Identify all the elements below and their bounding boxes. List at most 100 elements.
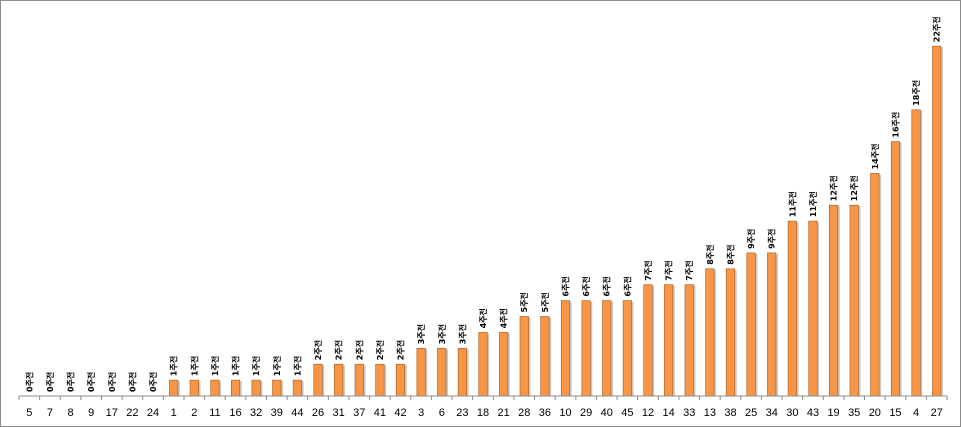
data-label: 6주전	[581, 276, 591, 296]
x-tick-label: 43	[807, 407, 819, 419]
x-tick-label: 24	[147, 407, 159, 419]
bar	[746, 252, 756, 397]
data-label: 3주전	[457, 324, 467, 344]
bar	[230, 379, 241, 397]
x-tick-label: 45	[621, 407, 633, 419]
data-label: 0주전	[107, 372, 117, 392]
x-tick-label: 11	[209, 407, 220, 419]
data-label: 0주전	[148, 372, 158, 392]
bar	[334, 363, 344, 397]
x-tick-label: 29	[580, 407, 592, 419]
data-label: 2주전	[375, 340, 385, 360]
x-tick-label: 32	[250, 407, 262, 419]
bar	[519, 316, 529, 397]
bar	[272, 379, 282, 397]
x-tick-label: 22	[126, 407, 138, 419]
data-label: 6주전	[602, 276, 612, 296]
x-tick-label: 38	[724, 407, 736, 419]
data-label: 8주전	[725, 245, 735, 265]
x-tick-label: 8	[67, 407, 73, 419]
x-tick-label: 19	[827, 407, 839, 419]
bar	[725, 268, 736, 397]
x-tick-label: 7	[47, 407, 53, 419]
data-label: 5주전	[519, 292, 529, 312]
x-tick-label: 31	[333, 407, 345, 419]
bar	[210, 379, 220, 397]
data-label: 7주전	[684, 260, 694, 280]
data-label: 14주전	[870, 144, 880, 170]
bar	[849, 204, 859, 397]
bar	[395, 363, 406, 397]
bar	[767, 252, 777, 397]
x-tick-label: 41	[374, 407, 386, 419]
bar	[499, 332, 509, 397]
data-label: 9주전	[767, 229, 777, 249]
data-label: 1주전	[272, 356, 282, 376]
bar	[808, 220, 818, 397]
data-label: 18주전	[911, 80, 921, 106]
x-tick-label: 3	[418, 407, 424, 419]
bar	[416, 347, 426, 397]
bar	[560, 300, 571, 397]
data-label: 0주전	[86, 372, 96, 392]
bar	[602, 300, 612, 397]
x-tick-label: 35	[848, 407, 860, 419]
x-tick-label: 4	[913, 407, 919, 419]
data-label: 12주전	[849, 175, 859, 201]
x-tick-label: 20	[869, 407, 881, 419]
data-label: 2주전	[334, 340, 344, 360]
x-tick-label: 6	[439, 407, 445, 419]
x-tick-label: 12	[642, 407, 654, 419]
bar	[911, 109, 921, 397]
bar	[251, 379, 261, 397]
bar	[705, 268, 715, 397]
bar	[375, 363, 385, 397]
x-tick-label: 18	[477, 407, 489, 419]
bar	[890, 141, 900, 397]
data-label: 7주전	[643, 260, 653, 280]
data-label: 0주전	[24, 372, 34, 392]
data-label: 2주전	[354, 340, 364, 360]
x-tick-label: 23	[456, 407, 468, 419]
data-labels-group: 0주전 0주전 0주전 0주전 0주전 0주전 0주전 1주전 1주전 1주전 1주전 1주전 1주전 1…	[24, 16, 941, 392]
x-tick-label: 26	[312, 407, 324, 419]
x-tick-label: 5	[26, 407, 32, 419]
x-tick-label: 34	[766, 407, 778, 419]
data-label: 9주전	[746, 229, 756, 249]
data-label: 1주전	[292, 356, 302, 376]
bar	[540, 316, 550, 397]
x-tick-label: 9	[88, 407, 94, 419]
bar	[169, 379, 179, 397]
data-label: 4주전	[478, 308, 488, 328]
data-label: 1주전	[169, 356, 179, 376]
data-label: 1주전	[251, 356, 261, 376]
data-label: 3주전	[416, 324, 426, 344]
data-label: 0주전	[127, 372, 137, 392]
data-label: 1주전	[189, 356, 199, 376]
data-label: 2주전	[396, 340, 406, 360]
bar	[581, 300, 591, 397]
data-label: 3주전	[437, 324, 447, 344]
x-tick-label: 44	[291, 407, 303, 419]
data-label: 0주전	[66, 372, 76, 392]
bar	[870, 173, 880, 397]
bar	[829, 204, 839, 397]
bar	[622, 300, 632, 397]
x-tick-label: 30	[786, 407, 798, 419]
bar	[189, 379, 199, 397]
x-ticks-group: 5 7 8 9 17 22 24 1 2 11 16 32 39 44 26 31 37 41 42 3 6 23 18 21…	[18, 396, 948, 419]
bar	[664, 284, 674, 397]
data-label: 4주전	[499, 308, 509, 328]
data-label: 2주전	[313, 340, 323, 360]
data-label: 1주전	[231, 356, 241, 376]
bar	[643, 284, 653, 397]
x-tick-label: 37	[353, 407, 365, 419]
bar	[292, 379, 302, 397]
data-label: 16주전	[890, 112, 900, 138]
data-label: 12주전	[829, 175, 839, 201]
bar	[932, 45, 942, 397]
x-tick-label: 42	[394, 407, 406, 419]
x-tick-label: 16	[229, 407, 241, 419]
x-tick-label: 36	[539, 407, 551, 419]
data-label: 5주전	[540, 292, 550, 312]
